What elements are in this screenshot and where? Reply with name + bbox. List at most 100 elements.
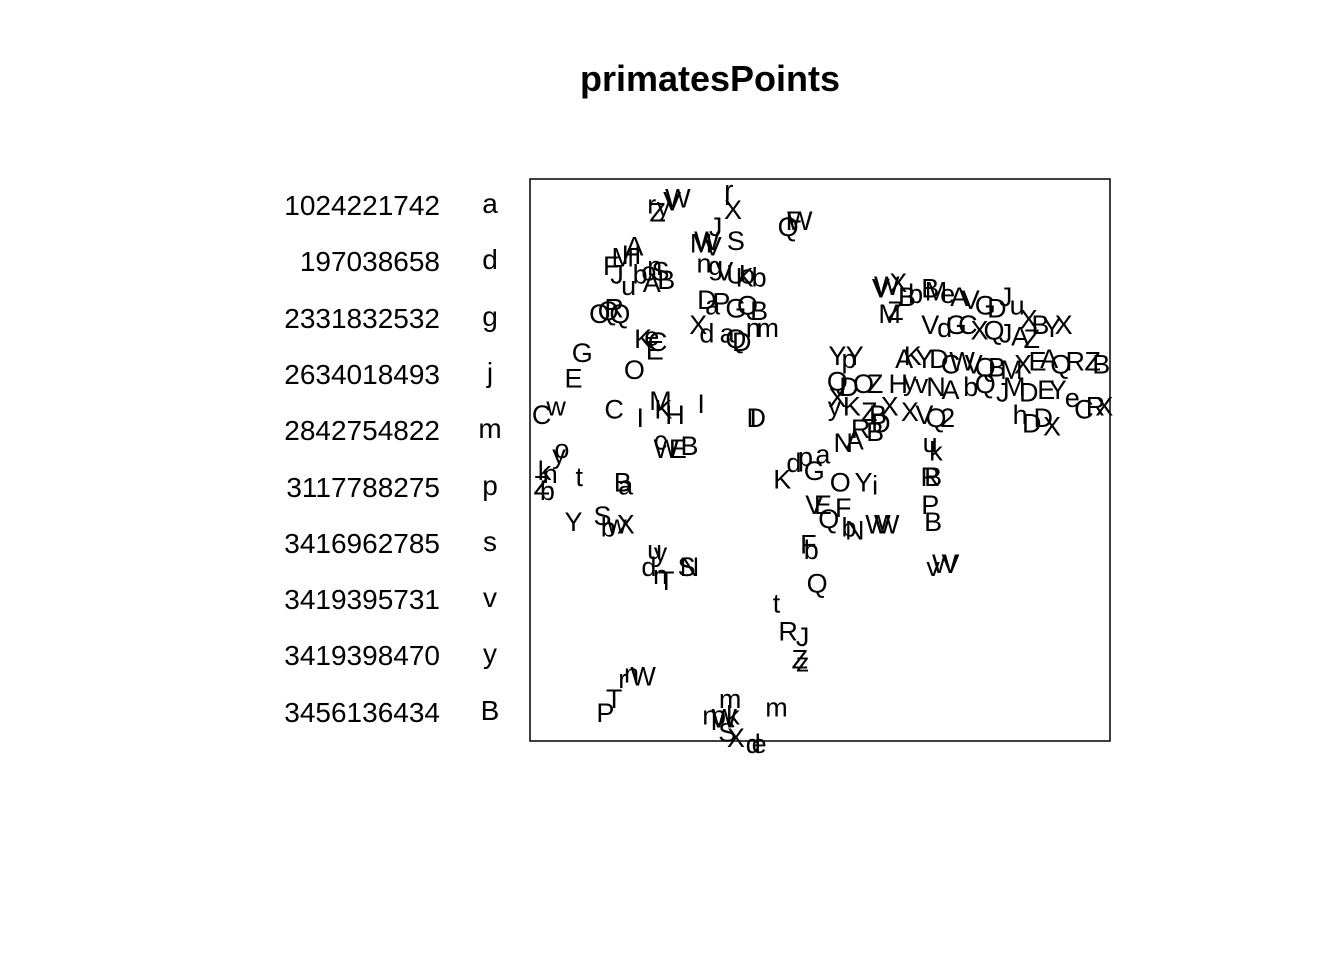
point-label: W bbox=[949, 347, 975, 377]
legend-code: d bbox=[482, 244, 498, 276]
point-label: e bbox=[752, 729, 767, 759]
point-label: b bbox=[841, 512, 856, 542]
point-label: b bbox=[540, 476, 555, 506]
point-label: C bbox=[648, 327, 668, 357]
point-label: p bbox=[841, 344, 856, 374]
point-label: M bbox=[1000, 355, 1023, 385]
point-label: X bbox=[901, 397, 919, 427]
point-label: Q bbox=[609, 299, 630, 329]
point-label: S bbox=[651, 257, 669, 287]
point-label: Q bbox=[778, 212, 799, 242]
point-label: H bbox=[622, 240, 642, 270]
point-label: b bbox=[963, 372, 978, 402]
point-label: p bbox=[711, 701, 726, 731]
point-label: N bbox=[833, 428, 853, 458]
point-label: W bbox=[665, 184, 691, 214]
point-label: a bbox=[705, 290, 721, 320]
point-label: D bbox=[1019, 378, 1039, 408]
point-label: G bbox=[725, 293, 746, 323]
point-label: Q bbox=[975, 369, 996, 399]
point-label: K bbox=[634, 324, 652, 354]
point-label: k bbox=[538, 456, 552, 486]
point-label: O bbox=[830, 468, 851, 498]
point-label: y bbox=[828, 392, 842, 422]
point-label: A bbox=[950, 282, 968, 312]
legend-code: y bbox=[483, 638, 497, 670]
point-label: O bbox=[624, 355, 645, 385]
point-label: B bbox=[924, 507, 942, 537]
point-label: B bbox=[657, 265, 675, 295]
point-label: D bbox=[839, 372, 859, 402]
legend-id: 2842754822 bbox=[284, 415, 440, 447]
point-label: V bbox=[915, 400, 933, 430]
point-label: b bbox=[601, 512, 616, 542]
point-label: D bbox=[929, 344, 949, 374]
point-label: d bbox=[641, 552, 656, 582]
point-label: Z bbox=[867, 369, 884, 399]
point-label: Q bbox=[1050, 350, 1071, 380]
point-label: G bbox=[946, 310, 967, 340]
point-label: F bbox=[800, 529, 817, 559]
point-label: X bbox=[1020, 305, 1038, 335]
point-label: W bbox=[712, 704, 738, 734]
point-label: Z bbox=[791, 645, 808, 675]
point-label: g bbox=[708, 251, 723, 281]
point-label: P bbox=[921, 490, 939, 520]
point-label: a bbox=[815, 439, 831, 469]
point-label: h bbox=[1013, 400, 1028, 430]
point-label: S bbox=[727, 226, 745, 256]
point-label: M bbox=[878, 299, 901, 329]
point-label: V bbox=[965, 350, 983, 380]
point-label: m bbox=[719, 684, 742, 714]
point-label: K bbox=[654, 394, 672, 424]
point-label: W bbox=[874, 510, 900, 540]
point-label: u bbox=[647, 535, 662, 565]
point-label: V bbox=[704, 231, 722, 261]
legend-id: 3117788275 bbox=[286, 471, 440, 503]
point-label: d bbox=[786, 448, 801, 478]
point-label: m bbox=[765, 692, 788, 722]
point-label: K bbox=[736, 262, 754, 292]
point-label: D bbox=[697, 285, 717, 315]
point-label: Q bbox=[725, 324, 746, 354]
point-label: n bbox=[696, 248, 711, 278]
point-label: r bbox=[647, 189, 656, 219]
point-label: T bbox=[658, 566, 675, 596]
point-label: Z bbox=[1023, 324, 1040, 354]
point-label: Y bbox=[846, 341, 864, 371]
point-label: R bbox=[778, 616, 798, 646]
point-label: A bbox=[643, 268, 661, 298]
point-label: X bbox=[1014, 350, 1032, 380]
point-label: S bbox=[593, 501, 611, 531]
point-label: B bbox=[1092, 350, 1110, 380]
point-label: C bbox=[604, 394, 624, 424]
point-label: d bbox=[746, 729, 761, 759]
point-label: o bbox=[740, 260, 755, 290]
point-label: d bbox=[937, 313, 952, 343]
point-label: R bbox=[1065, 347, 1085, 377]
point-label: J bbox=[709, 212, 723, 242]
point-label: D bbox=[987, 293, 1007, 323]
point-label: C bbox=[941, 350, 961, 380]
point-label: D bbox=[871, 409, 891, 439]
point-label: k bbox=[929, 437, 943, 467]
point-label: D bbox=[1022, 409, 1042, 439]
point-label: E bbox=[814, 490, 832, 520]
point-label: C bbox=[958, 310, 978, 340]
legend-code: m bbox=[478, 413, 502, 445]
point-label: O bbox=[853, 369, 874, 399]
point-label: B bbox=[921, 274, 939, 304]
point-label: t bbox=[773, 588, 781, 618]
point-label: Q bbox=[975, 352, 996, 382]
point-label: V bbox=[941, 549, 959, 579]
point-label: W bbox=[874, 271, 900, 301]
point-label: P bbox=[712, 288, 730, 318]
point-label: U bbox=[726, 260, 746, 290]
point-label: G bbox=[572, 338, 593, 368]
point-label: M bbox=[649, 386, 672, 416]
point-label: J bbox=[999, 319, 1013, 349]
point-label: A bbox=[1040, 344, 1058, 374]
legend-id: 197038658 bbox=[299, 246, 440, 278]
point-label: A bbox=[1011, 321, 1029, 351]
